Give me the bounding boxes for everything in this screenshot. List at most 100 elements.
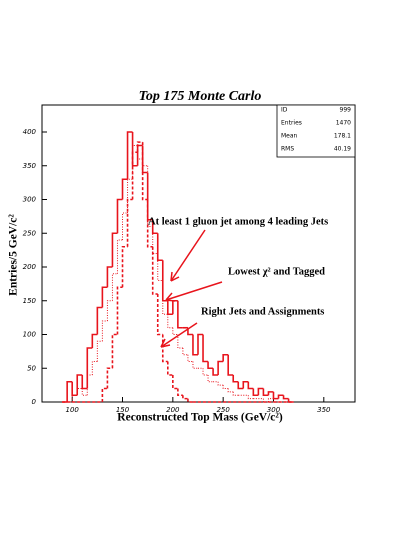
histogram-step bbox=[232, 375, 239, 383]
histogram-step bbox=[187, 354, 193, 362]
y-tick-label: 50 bbox=[27, 364, 36, 372]
histogram-step bbox=[207, 361, 214, 370]
y-tick-label: 200 bbox=[23, 263, 37, 271]
histogram-step bbox=[66, 380, 73, 402]
histogram-step bbox=[122, 212, 128, 240]
y-tick-label: 300 bbox=[23, 196, 37, 204]
annotation: Right Jets and Assignments bbox=[201, 306, 324, 317]
histogram-step bbox=[202, 368, 209, 376]
histogram-step bbox=[187, 327, 193, 336]
histogram-step bbox=[96, 340, 103, 362]
histogram-step bbox=[177, 334, 183, 349]
histogram-step bbox=[172, 299, 178, 315]
annotation: Lowest χ² and Tagged bbox=[228, 266, 325, 277]
histogram-step bbox=[217, 381, 224, 386]
histogram-step bbox=[106, 266, 113, 288]
histogram-step bbox=[126, 198, 133, 247]
histogram-step bbox=[237, 381, 244, 390]
histogram-step bbox=[232, 391, 239, 396]
histogram-step bbox=[151, 219, 158, 235]
x-tick-label: 150 bbox=[116, 406, 130, 414]
arrow bbox=[170, 229, 206, 282]
histogram-step bbox=[267, 398, 274, 402]
stat-value: 40.19 bbox=[334, 146, 351, 153]
histogram-step bbox=[146, 172, 153, 221]
histogram-step bbox=[222, 353, 229, 362]
histogram-step bbox=[81, 388, 88, 396]
histogram-step bbox=[141, 142, 148, 201]
histogram-step bbox=[177, 300, 183, 329]
histogram-step bbox=[262, 388, 269, 397]
histogram-step bbox=[212, 368, 219, 376]
histogram-step bbox=[172, 327, 178, 335]
histogram-step bbox=[76, 374, 83, 396]
y-tick-label: 0 bbox=[32, 398, 37, 406]
stat-label: Entries bbox=[281, 120, 302, 127]
histogram-step bbox=[197, 333, 204, 355]
histogram-step bbox=[106, 300, 113, 321]
x-tick-label: 350 bbox=[317, 406, 331, 414]
histogram-step bbox=[217, 360, 224, 375]
histogram-step bbox=[222, 385, 229, 389]
stats-box bbox=[276, 104, 356, 158]
histogram-step bbox=[121, 178, 128, 200]
histogram-step bbox=[161, 334, 168, 363]
stat-value: 999 bbox=[340, 107, 352, 114]
histogram-step bbox=[142, 159, 148, 167]
y-tick-label: 150 bbox=[23, 297, 37, 305]
histogram-step bbox=[257, 387, 264, 396]
arrow-head bbox=[170, 271, 180, 282]
histogram-step bbox=[157, 253, 163, 281]
histogram-step bbox=[247, 381, 254, 390]
y-tick-label: 100 bbox=[23, 331, 37, 339]
histogram-step bbox=[282, 395, 289, 400]
histogram-step bbox=[247, 395, 254, 400]
histogram-step bbox=[86, 347, 93, 389]
y-tick-label: 350 bbox=[23, 162, 37, 170]
histogram-step bbox=[101, 387, 108, 402]
y-axis-label: Entries/5 GeV/c² bbox=[8, 214, 20, 296]
histogram-step bbox=[192, 334, 198, 356]
histogram-step bbox=[267, 391, 274, 396]
histogram-step bbox=[137, 145, 143, 160]
stat-label: RMS bbox=[281, 146, 294, 153]
histogram-step bbox=[131, 151, 138, 200]
histogram-step bbox=[126, 131, 133, 180]
histogram-step bbox=[96, 306, 103, 335]
annotation: At least 1 gluon jet among 4 leading Jet… bbox=[148, 216, 328, 227]
histogram-step bbox=[121, 245, 128, 288]
histogram-step bbox=[192, 361, 198, 369]
y-tick-label: 400 bbox=[23, 128, 37, 136]
histogram-step bbox=[101, 320, 108, 342]
x-tick-label: 300 bbox=[267, 406, 281, 414]
histogram-step bbox=[156, 233, 163, 262]
histogram-step bbox=[71, 394, 78, 402]
histogram-step bbox=[116, 286, 123, 335]
histogram-step bbox=[172, 375, 178, 390]
histogram-step bbox=[202, 334, 209, 363]
histogram-step bbox=[106, 367, 113, 389]
histogram-step bbox=[182, 348, 188, 356]
histogram-step bbox=[177, 388, 183, 397]
histogram-step bbox=[91, 333, 98, 348]
x-tick-label: 250 bbox=[216, 406, 230, 414]
histogram-step bbox=[86, 374, 93, 396]
histogram-step bbox=[167, 314, 173, 329]
chart-title: Top 175 Monte Carlo bbox=[139, 89, 262, 104]
x-tick-label: 200 bbox=[166, 406, 180, 414]
histogram-step bbox=[76, 388, 83, 396]
histogram-step bbox=[136, 141, 143, 153]
histogram-step bbox=[167, 361, 173, 376]
histogram-step bbox=[227, 388, 234, 393]
histogram-step bbox=[182, 395, 188, 400]
y-tick-label: 250 bbox=[23, 229, 37, 237]
histogram-step bbox=[146, 199, 153, 248]
histogram-step bbox=[156, 294, 163, 336]
stat-label: Mean bbox=[281, 133, 298, 140]
histogram-step bbox=[91, 361, 98, 375]
stat-value: 1470 bbox=[336, 120, 351, 127]
histogram-step bbox=[187, 398, 193, 403]
histogram-step bbox=[277, 394, 284, 399]
stat-value: 178.1 bbox=[334, 133, 351, 140]
